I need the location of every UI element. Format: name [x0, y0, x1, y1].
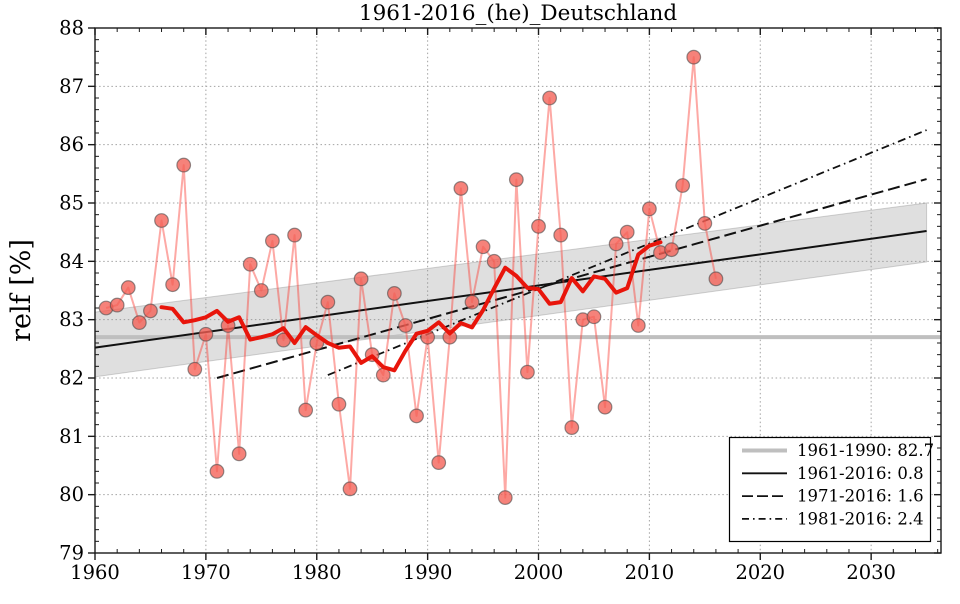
data-point — [131, 315, 147, 330]
data-point — [697, 216, 713, 231]
x-tick-label: 2010 — [625, 561, 675, 584]
y-tick-label: 80 — [59, 483, 84, 506]
data-point — [630, 318, 646, 333]
data-point — [553, 227, 569, 243]
y-axis-label: relf [%] — [6, 239, 37, 342]
x-tick-label: 1990 — [403, 561, 453, 584]
x-tick-label: 1960 — [70, 561, 120, 584]
axes: 1960 1970 1980 1990 2000 2010 2020 2030 79 80 81 82… — [59, 17, 942, 584]
data-point — [564, 420, 580, 435]
data-point — [253, 283, 269, 298]
data-point — [442, 329, 458, 345]
data-point — [597, 399, 613, 415]
y-tick-label: 81 — [59, 425, 84, 448]
data-point — [664, 242, 679, 258]
x-tick-label: 1980 — [292, 561, 342, 584]
legend-box — [728, 436, 932, 543]
legend-label: 1971-2016: 1.6 — [797, 487, 924, 506]
y-tick-label: 82 — [59, 367, 84, 390]
data-point — [453, 181, 469, 196]
data-point — [287, 227, 302, 243]
data-point — [353, 271, 369, 287]
y-tick-label: 79 — [59, 542, 84, 565]
y-tick-label: 88 — [59, 17, 84, 40]
data-point — [497, 490, 513, 505]
plot-frame — [94, 27, 942, 554]
data-point — [231, 446, 247, 462]
data-point — [464, 294, 480, 310]
data-point — [198, 326, 214, 342]
data-point — [242, 256, 258, 272]
y-tick-label: 84 — [59, 250, 84, 273]
data-point — [475, 239, 491, 255]
data-point — [165, 277, 181, 293]
data-point — [265, 233, 280, 249]
x-tick-label: 1970 — [181, 561, 231, 584]
data-point — [331, 396, 347, 412]
x-tick-label: 2030 — [846, 561, 896, 584]
y-tick-label: 83 — [59, 308, 84, 331]
data-point — [686, 49, 702, 65]
y-tick-label: 85 — [59, 192, 84, 215]
data-point — [641, 201, 657, 217]
data-point — [109, 297, 125, 313]
data-point — [154, 213, 169, 228]
data-point — [675, 178, 691, 193]
legend-label: 1961-2016: 0.8 — [797, 464, 924, 483]
data-point — [342, 481, 358, 497]
data-point — [619, 224, 635, 240]
x-tick-label: 2020 — [735, 561, 785, 584]
data-point — [520, 364, 535, 380]
y-tick-label: 86 — [59, 133, 84, 156]
data-point — [176, 157, 192, 173]
data-point — [542, 90, 558, 106]
data-point — [143, 303, 158, 319]
legend-label: 1961-1990: 82.7 — [797, 441, 934, 460]
data-point — [187, 361, 203, 377]
scatter-points — [98, 49, 724, 505]
data-point — [209, 463, 225, 479]
data-point — [486, 253, 502, 269]
data-point — [386, 286, 402, 301]
chart-title: 1961-2016_(he)_Deutschland — [359, 1, 677, 26]
data-point — [120, 280, 136, 295]
data-point — [298, 402, 314, 418]
y-tick-label: 87 — [59, 75, 84, 98]
data-point — [586, 309, 602, 325]
data-point — [531, 218, 546, 234]
data-point — [608, 236, 624, 252]
data-point — [409, 408, 424, 424]
data-point — [320, 294, 336, 310]
data-point — [431, 455, 447, 470]
minor-ticks — [95, 28, 941, 553]
annual-line — [105, 56, 717, 499]
legend: 1961-1990: 82.7 1961-2016: 0.8 1971-2016: … — [728, 436, 934, 543]
legend-label: 1981-2016: 2.4 — [797, 509, 924, 528]
data-point — [708, 271, 724, 287]
running-mean-line — [159, 240, 663, 373]
x-tick-label: 2000 — [514, 561, 564, 584]
data-point — [398, 318, 413, 333]
data-point — [508, 172, 524, 188]
